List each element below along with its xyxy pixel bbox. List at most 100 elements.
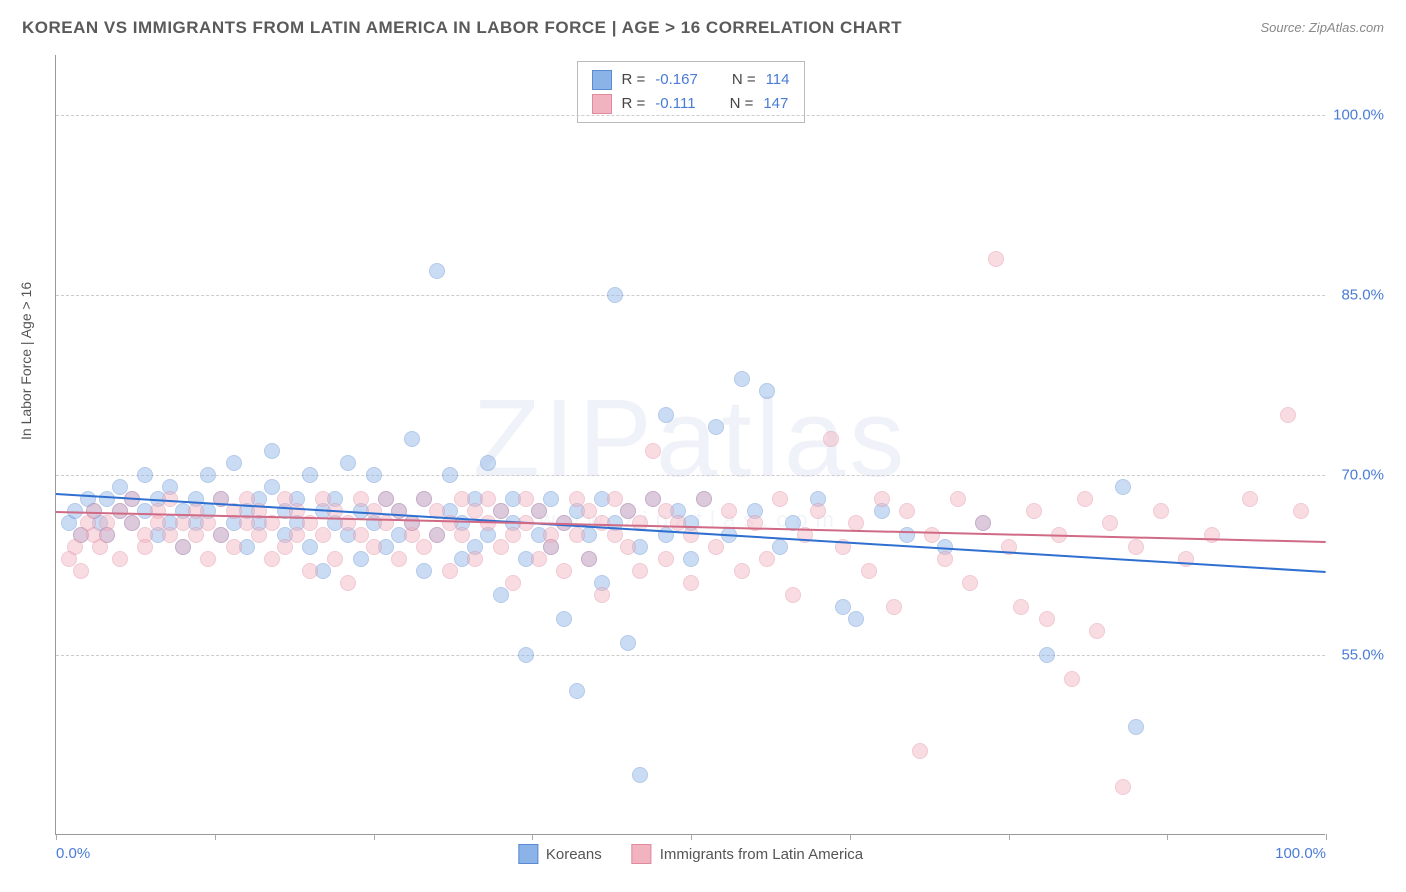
scatter-point <box>505 575 521 591</box>
scatter-point <box>99 527 115 543</box>
scatter-point <box>353 551 369 567</box>
scatter-point <box>683 527 699 543</box>
scatter-point <box>315 491 331 507</box>
x-tick-mark <box>1167 834 1168 840</box>
scatter-point <box>505 527 521 543</box>
scatter-point <box>391 503 407 519</box>
scatter-point <box>835 599 851 615</box>
x-tick-mark <box>850 834 851 840</box>
scatter-point <box>188 527 204 543</box>
scatter-point <box>1115 779 1131 795</box>
scatter-point <box>442 563 458 579</box>
scatter-point <box>531 551 547 567</box>
scatter-point <box>696 491 712 507</box>
gridline <box>56 655 1325 656</box>
x-tick-mark <box>56 834 57 840</box>
y-axis-label: In Labor Force | Age > 16 <box>18 282 34 440</box>
scatter-point <box>442 467 458 483</box>
scatter-point <box>493 503 509 519</box>
scatter-point <box>404 431 420 447</box>
scatter-point <box>785 587 801 603</box>
scatter-point <box>1293 503 1309 519</box>
scatter-point <box>302 563 318 579</box>
x-tick-mark <box>691 834 692 840</box>
scatter-point <box>454 527 470 543</box>
scatter-point <box>594 587 610 603</box>
scatter-point <box>1242 491 1258 507</box>
scatter-point <box>378 515 394 531</box>
scatter-point <box>1026 503 1042 519</box>
scatter-point <box>429 263 445 279</box>
scatter-point <box>620 539 636 555</box>
scatter-point <box>200 515 216 531</box>
legend-r-label: R = <box>622 92 646 116</box>
scatter-point <box>416 491 432 507</box>
scatter-point <box>200 551 216 567</box>
scatter-point <box>937 551 953 567</box>
scatter-point <box>848 611 864 627</box>
x-tick-mark <box>532 834 533 840</box>
scatter-point <box>988 251 1004 267</box>
gridline <box>56 475 1325 476</box>
source-attribution: Source: ZipAtlas.com <box>1260 20 1384 35</box>
scatter-point <box>658 503 674 519</box>
scatter-point <box>759 383 775 399</box>
legend-row: R =-0.167N =114 <box>592 68 790 92</box>
scatter-point <box>302 467 318 483</box>
scatter-point <box>302 539 318 555</box>
scatter-point <box>569 527 585 543</box>
scatter-point <box>772 491 788 507</box>
x-tick-mark <box>374 834 375 840</box>
scatter-point <box>645 443 661 459</box>
y-tick-label: 85.0% <box>1341 287 1384 304</box>
scatter-point <box>112 479 128 495</box>
scatter-point <box>912 743 928 759</box>
scatter-point <box>1039 647 1055 663</box>
y-tick-label: 70.0% <box>1341 467 1384 484</box>
x-tick-label: 0.0% <box>56 845 90 862</box>
scatter-point <box>543 539 559 555</box>
watermark: ZIPatlas <box>473 375 908 502</box>
legend-n-label: N = <box>732 68 756 92</box>
scatter-point <box>353 491 369 507</box>
scatter-point <box>429 527 445 543</box>
scatter-point <box>569 491 585 507</box>
scatter-point <box>1153 503 1169 519</box>
scatter-point <box>1039 611 1055 627</box>
scatter-point <box>277 539 293 555</box>
scatter-point <box>658 551 674 567</box>
scatter-point <box>289 527 305 543</box>
legend-r-value: -0.111 <box>655 92 695 116</box>
scatter-point <box>632 767 648 783</box>
scatter-point <box>924 527 940 543</box>
series-legend: Koreans Immigrants from Latin America <box>518 844 863 864</box>
legend-n-value: 147 <box>763 92 788 116</box>
scatter-point <box>124 515 140 531</box>
y-tick-label: 55.0% <box>1341 647 1384 664</box>
legend-swatch <box>632 844 652 864</box>
scatter-point <box>480 455 496 471</box>
scatter-point <box>620 635 636 651</box>
scatter-point <box>213 527 229 543</box>
gridline <box>56 295 1325 296</box>
scatter-point <box>848 515 864 531</box>
scatter-point <box>366 503 382 519</box>
x-tick-mark <box>1326 834 1327 840</box>
legend-label: Koreans <box>546 846 602 863</box>
scatter-point <box>607 491 623 507</box>
scatter-point <box>366 467 382 483</box>
scatter-point <box>340 575 356 591</box>
scatter-point <box>99 491 115 507</box>
scatter-point <box>861 563 877 579</box>
scatter-point <box>112 551 128 567</box>
scatter-point <box>467 503 483 519</box>
scatter-point <box>874 491 890 507</box>
scatter-point <box>899 503 915 519</box>
legend-label: Immigrants from Latin America <box>660 846 863 863</box>
x-tick-mark <box>215 834 216 840</box>
scatter-point <box>137 539 153 555</box>
scatter-point <box>480 491 496 507</box>
scatter-point <box>467 551 483 567</box>
scatter-point <box>315 527 331 543</box>
scatter-point <box>772 539 788 555</box>
